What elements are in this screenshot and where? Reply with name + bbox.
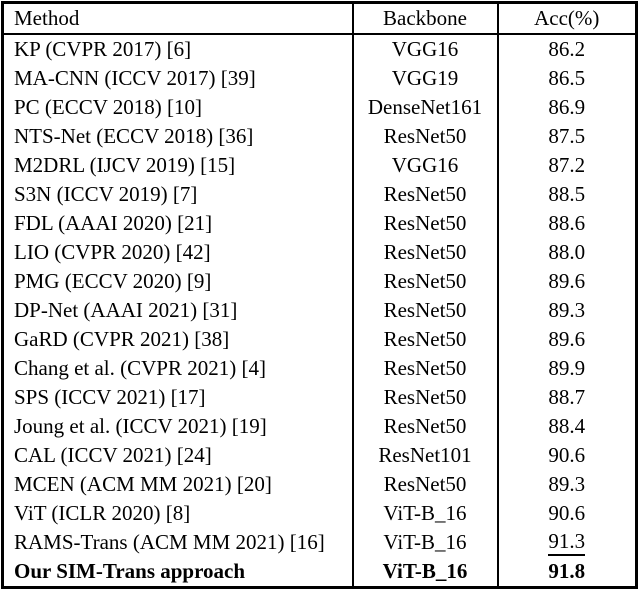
method-cell: DP-Net (AAAI 2021) [31] (2, 296, 354, 325)
method-cell: Our SIM-Trans approach (2, 557, 354, 588)
method-cell: GaRD (CVPR 2021) [38] (2, 325, 354, 354)
backbone-cell: ResNet50 (352, 122, 499, 151)
backbone-cell: ViT-B_16 (352, 557, 499, 588)
table-row: DP-Net (AAAI 2021) [31] ResNet50 89.3 (2, 296, 637, 325)
method-cell: SPS (ICCV 2021) [17] (2, 383, 354, 412)
method-cell: MCEN (ACM MM 2021) [20] (2, 470, 354, 499)
method-cell: FDL (AAAI 2020) [21] (2, 209, 354, 238)
backbone-cell: VGG16 (352, 34, 499, 64)
column-header-acc: Acc(%) (534, 6, 600, 30)
underlined-accuracy-value: 91.3 (548, 530, 586, 556)
accuracy-cell: 87.5 (548, 124, 586, 148)
accuracy-cell: 91.8 (548, 559, 586, 583)
table-row: S3N (ICCV 2019) [7] ResNet50 88.5 (2, 180, 637, 209)
table-row: ViT (ICLR 2020) [8] ViT-B_16 90.6 (2, 499, 637, 528)
accuracy-cell: 90.6 (548, 501, 586, 525)
backbone-cell: ResNet50 (352, 412, 499, 441)
backbone-cell: ResNet50 (352, 354, 499, 383)
accuracy-cell: 89.6 (548, 327, 586, 351)
accuracy-cell: 89.3 (548, 472, 586, 496)
backbone-cell: ResNet50 (352, 267, 499, 296)
header-row: Method Backbone Acc(%) (2, 2, 637, 34)
method-cell: RAMS-Trans (ACM MM 2021) [16] (2, 528, 354, 557)
accuracy-cell: 86.2 (548, 37, 586, 61)
backbone-cell: ResNet50 (352, 180, 499, 209)
accuracy-cell: 87.2 (548, 153, 586, 177)
backbone-cell: VGG16 (352, 151, 499, 180)
table-row: NTS-Net (ECCV 2018) [36] ResNet50 87.5 (2, 122, 637, 151)
backbone-cell: ResNet101 (352, 441, 499, 470)
accuracy-cell: 91.3 (498, 528, 637, 557)
table-row: CAL (ICCV 2021) [24] ResNet101 90.6 (2, 441, 637, 470)
method-cell: ViT (ICLR 2020) [8] (2, 499, 354, 528)
method-cell: M2DRL (IJCV 2019) [15] (2, 151, 354, 180)
column-header-method: Method (2, 2, 354, 34)
accuracy-cell: 88.5 (548, 182, 586, 206)
backbone-cell: ResNet50 (352, 238, 499, 267)
accuracy-cell: 86.9 (548, 95, 586, 119)
table-row: MA-CNN (ICCV 2017) [39] VGG19 86.5 (2, 64, 637, 93)
backbone-cell: ResNet50 (352, 209, 499, 238)
accuracy-cell: 89.6 (548, 269, 586, 293)
backbone-cell: VGG19 (352, 64, 499, 93)
method-cell: KP (CVPR 2017) [6] (2, 34, 354, 64)
method-cell: Joung et al. (ICCV 2021) [19] (2, 412, 354, 441)
method-cell: NTS-Net (ECCV 2018) [36] (2, 122, 354, 151)
backbone-cell: DenseNet161 (352, 93, 499, 122)
table-row: LIO (CVPR 2020) [42] ResNet50 88.0 (2, 238, 637, 267)
table-row: M2DRL (IJCV 2019) [15] VGG16 87.2 (2, 151, 637, 180)
table-row: Chang et al. (CVPR 2021) [4] ResNet50 89.9 (2, 354, 637, 383)
table-row: Joung et al. (ICCV 2021) [19] ResNet50 88.… (2, 412, 637, 441)
table-row: SPS (ICCV 2021) [17] ResNet50 88.7 (2, 383, 637, 412)
backbone-cell: ResNet50 (352, 296, 499, 325)
backbone-cell: ResNet50 (352, 470, 499, 499)
method-cell: PMG (ECCV 2020) [9] (2, 267, 354, 296)
method-cell: PC (ECCV 2018) [10] (2, 93, 354, 122)
table-row: PC (ECCV 2018) [10] DenseNet161 86.9 (2, 93, 637, 122)
accuracy-cell: 88.4 (548, 414, 586, 438)
backbone-cell: ViT-B_16 (352, 499, 499, 528)
table-row: PMG (ECCV 2020) [9] ResNet50 89.6 (2, 267, 637, 296)
method-cell: S3N (ICCV 2019) [7] (2, 180, 354, 209)
table-row: MCEN (ACM MM 2021) [20] ResNet50 89.3 (2, 470, 637, 499)
results-table-body: KP (CVPR 2017) [6] VGG16 86.2 MA-CNN (ICCV … (2, 34, 637, 588)
accuracy-cell: 88.7 (548, 385, 586, 409)
table-row: RAMS-Trans (ACM MM 2021) [16] ViT-B_16 91.… (2, 528, 637, 557)
table-row: KP (CVPR 2017) [6] VGG16 86.2 (2, 34, 637, 64)
accuracy-cell: 88.6 (548, 211, 586, 235)
method-cell: LIO (CVPR 2020) [42] (2, 238, 354, 267)
table-row: GaRD (CVPR 2021) [38] ResNet50 89.6 (2, 325, 637, 354)
accuracy-cell: 86.5 (548, 66, 586, 90)
accuracy-cell: 89.3 (548, 298, 586, 322)
accuracy-cell: 90.6 (548, 443, 586, 467)
table-row: FDL (AAAI 2020) [21] ResNet50 88.6 (2, 209, 637, 238)
backbone-cell: ResNet50 (352, 383, 499, 412)
method-cell: Chang et al. (CVPR 2021) [4] (2, 354, 354, 383)
column-header-backbone: Backbone (352, 2, 499, 34)
backbone-cell: ViT-B_16 (352, 528, 499, 557)
backbone-cell: ResNet50 (352, 325, 499, 354)
method-cell: MA-CNN (ICCV 2017) [39] (2, 64, 354, 93)
accuracy-cell: 89.9 (548, 356, 586, 380)
table-row: Our SIM-Trans approach ViT-B_16 91.8 (2, 557, 637, 588)
method-cell: CAL (ICCV 2021) [24] (2, 441, 354, 470)
accuracy-cell: 88.0 (548, 240, 586, 264)
